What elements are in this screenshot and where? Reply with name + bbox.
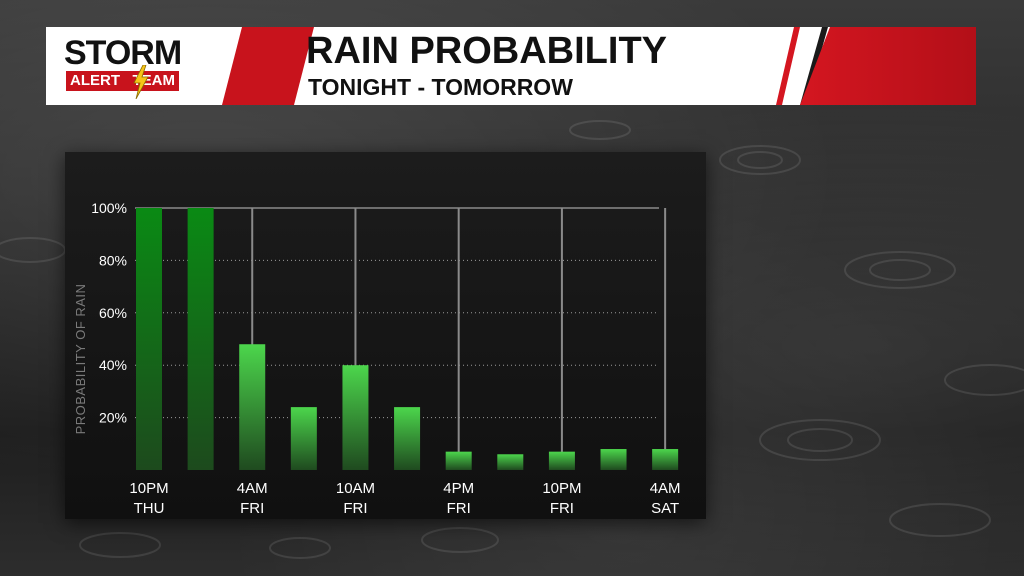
bar-4am-sat <box>652 449 679 470</box>
bar-1am-sat <box>600 449 627 470</box>
y-tick-label: 100% <box>91 200 127 216</box>
logo-main-text: STORM <box>64 34 182 72</box>
x-tick-label-day: SAT <box>651 500 679 517</box>
x-tick-label-time: 4AM <box>237 480 268 497</box>
bar-1pm-fri <box>394 407 421 470</box>
x-tick-label-day: FRI <box>343 500 367 517</box>
bar-4pm-fri <box>445 451 472 470</box>
banner-red-accent-right <box>800 27 976 105</box>
y-tick-label: 20% <box>99 410 127 426</box>
x-tick-label-time: 4AM <box>650 480 681 497</box>
chart-panel: 20% 40% 60% 80% 100% 10PM THU 4AM FRI 10AM FRI 4PM F… <box>65 152 706 519</box>
y-tick-label: 80% <box>99 252 127 268</box>
bar-1am-fri <box>187 208 214 470</box>
x-tick-label-day: FRI <box>550 500 574 517</box>
y-axis-label: PROBABILITY OF RAIN <box>73 284 88 435</box>
bar-7am-fri <box>290 407 317 470</box>
page-title: RAIN PROBABILITY <box>306 30 667 72</box>
bar-10pm-thu <box>136 208 162 470</box>
x-tick-label-time: 10PM <box>129 480 168 497</box>
y-tick-label: 60% <box>99 305 127 321</box>
x-tick-label-day: FRI <box>240 500 264 517</box>
x-tick-label-time: 4PM <box>443 480 474 497</box>
banner-red-accent-left <box>222 27 314 105</box>
bar-4am-fri <box>239 344 266 470</box>
header-banner: STORM ALERT TEAM RAIN PROBABILITY TONIGH… <box>46 27 976 105</box>
rain-probability-chart: 20% 40% 60% 80% 100% 10PM THU 4AM FRI 10AM FRI 4PM F… <box>73 200 681 517</box>
lightning-bolt-icon <box>133 65 149 99</box>
x-tick-label-time: 10PM <box>542 480 581 497</box>
x-tick-label-time: 10AM <box>336 480 375 497</box>
y-tick-label: 40% <box>99 357 127 373</box>
x-tick-label-day: THU <box>134 500 165 517</box>
page-subtitle: TONIGHT - TOMORROW <box>308 74 573 100</box>
bar-7pm-fri <box>497 454 524 470</box>
bar-10am-fri <box>342 365 369 470</box>
logo-sub-text: ALERT TEAM <box>66 71 179 91</box>
x-tick-label-day: FRI <box>447 500 471 517</box>
bar-10pm-fri <box>548 451 575 470</box>
banner-red-stripe <box>776 27 800 105</box>
